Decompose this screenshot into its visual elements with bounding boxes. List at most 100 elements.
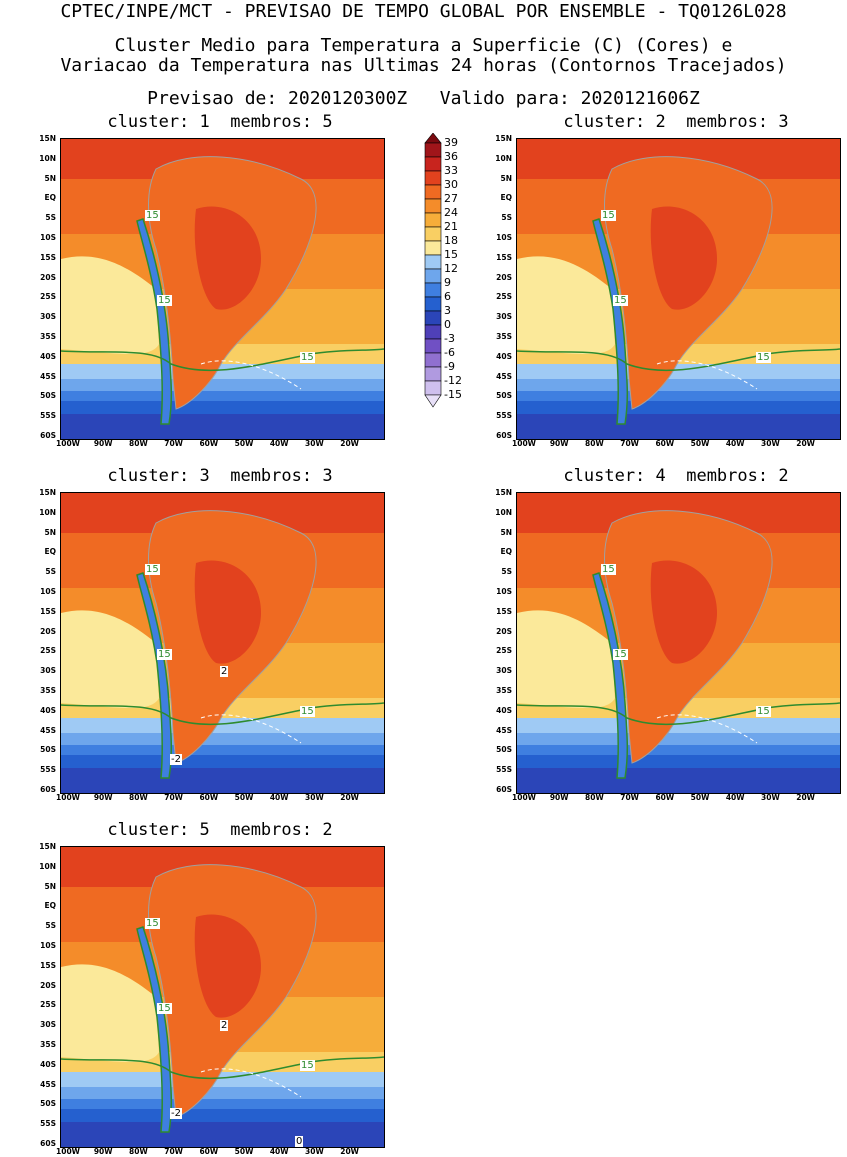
colorbar-label: 24 [444,206,458,219]
lon-tick-label: 70W [620,793,639,802]
panel-title-5: cluster: 5 membros: 2 [107,820,333,840]
lat-tick-label: 10S [40,233,56,242]
colorbar-label: 33 [444,164,458,177]
colorbar-swatch [424,268,442,284]
lat-tick-label: 25S [496,646,512,656]
contour-label: -2 [170,1108,182,1119]
lon-tick-label: 80W [585,793,604,802]
colorbar-label: 9 [444,276,451,289]
lat-tick-label: 20S [40,272,56,282]
colorbar-swatch [424,352,442,368]
panel-title-2: cluster: 2 membros: 3 [563,112,789,132]
lat-tick-label: 15S [496,606,512,616]
lat-tick-label: 5N [44,881,57,891]
lat-tick-label: 50S [496,391,512,401]
contour-label: 15 [300,1060,315,1071]
lon-tick-label: 70W [164,439,183,448]
lat-tick-label: 60S [40,431,56,440]
contour-label: -2 [170,754,182,765]
colorbar-swatch [424,198,442,214]
map-panel-4 [516,492,841,794]
lon-tick-label: 40W [269,793,289,802]
lat-tick-label: 25S [496,292,512,302]
map-panel-5 [60,846,385,1148]
lat-tick-label: 15N [495,134,512,143]
lat-tick-label: 10N [39,861,56,871]
lon-tick-label: 90W [549,793,569,802]
colorbar-label: 12 [444,262,458,275]
colorbar-swatch [424,226,442,242]
lat-tick-label: 40S [496,351,512,361]
panel-title-3: cluster: 3 membros: 3 [107,466,333,486]
lat-tick-label: 55S [496,411,512,421]
contour-label: 15 [756,352,771,363]
lat-tick-label: 45S [40,371,56,381]
colorbar-swatch [424,282,442,298]
lat-tick-label: 5S [45,213,56,223]
lat-tick-label: 30S [496,312,512,322]
colorbar-swatch [424,296,442,312]
lat-tick-label: 20S [40,980,56,990]
lon-tick-label: 100W [56,793,80,802]
lat-tick-label: 35S [40,332,56,341]
contour-label: 15 [601,564,616,575]
lon-tick-label: 20W [796,439,815,448]
lat-tick-label: 5N [44,173,57,183]
lat-tick-label: 15N [39,842,56,851]
lat-tick-label: 60S [40,1139,56,1148]
colorbar-label: 36 [444,150,458,163]
lat-tick-label: 60S [496,431,512,440]
lon-tick-label: 80W [129,793,148,802]
lon-tick-label: 60W [655,439,675,448]
colorbar-label: -9 [444,360,455,373]
lat-tick-label: 10N [39,507,56,517]
contour-label: 15 [145,564,160,575]
lon-tick-label: 90W [93,793,113,802]
lon-tick-label: 60W [199,439,219,448]
lon-tick-label: 100W [56,439,80,448]
lon-tick-label: 100W [512,793,536,802]
contour-label: 15 [157,1003,172,1014]
lat-tick-label: 50S [40,391,56,401]
lat-tick-label: 15N [495,488,512,497]
lat-tick-label: 25S [40,646,56,656]
lat-tick-label: 5S [45,921,56,931]
lon-tick-label: 50W [690,439,710,448]
lat-tick-label: EQ [44,193,57,203]
lat-tick-label: 60S [40,785,56,794]
contour-label: 2 [220,666,229,677]
lat-tick-label: 30S [40,312,56,322]
lat-tick-label: EQ [44,901,57,911]
lon-tick-label: 50W [234,1147,254,1156]
lat-tick-label: EQ [500,547,513,557]
colorbar-label: 15 [444,248,458,261]
contour-label: 15 [613,295,628,306]
contour-label: 15 [601,210,616,221]
lat-tick-label: 5N [500,527,513,537]
lat-tick-label: 5N [500,173,513,183]
lat-tick-label: 5S [45,567,56,577]
colorbar-swatch [424,156,442,172]
colorbar-label: -6 [444,346,455,359]
lon-tick-label: 30W [761,439,780,448]
colorbar-label: 0 [444,318,451,331]
lat-tick-label: 40S [40,1059,56,1069]
colorbar-label: -12 [444,374,462,387]
colorbar-swatch [424,212,442,228]
lon-tick-label: 90W [549,439,569,448]
colorbar-swatch [424,380,442,396]
colorbar-swatch [424,366,442,382]
lon-tick-label: 20W [340,439,359,448]
lon-tick-label: 20W [340,1147,359,1156]
contour-label: 2 [220,1020,229,1031]
lat-tick-label: 55S [496,765,512,775]
contour-label: 15 [157,649,172,660]
lat-tick-label: 60S [496,785,512,794]
lat-tick-label: 15N [39,488,56,497]
lon-tick-label: 100W [512,439,536,448]
lat-tick-label: 35S [496,332,512,341]
lon-tick-label: 50W [690,793,710,802]
lat-tick-label: 20S [40,626,56,636]
colorbar-swatch [424,240,442,256]
lat-tick-label: 40S [496,705,512,715]
